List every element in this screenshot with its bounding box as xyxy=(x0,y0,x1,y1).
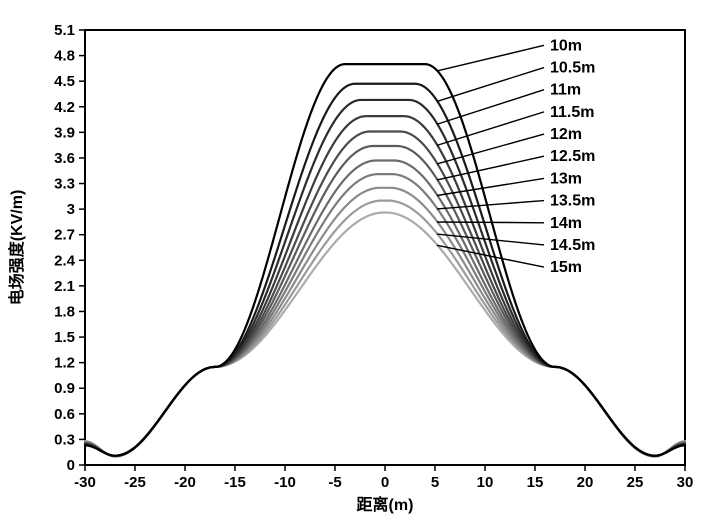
series-line xyxy=(85,132,685,456)
y-tick-label: 0.6 xyxy=(54,406,75,423)
legend-label: 10.5m xyxy=(550,60,595,77)
x-axis-label: 距离(m) xyxy=(357,495,414,514)
x-tick-label: 5 xyxy=(431,474,439,491)
y-tick-label: 1.5 xyxy=(54,329,75,346)
y-tick-label: 3.6 xyxy=(54,150,75,167)
legend-label: 15m xyxy=(550,259,582,276)
y-axis-label: 电场强度(KV/m) xyxy=(7,190,26,306)
series-line xyxy=(85,188,685,457)
y-tick-label: 3.3 xyxy=(54,176,75,193)
y-tick-label: 0 xyxy=(67,457,75,474)
legend-label: 11.5m xyxy=(550,104,594,121)
y-tick-label: 3.9 xyxy=(54,124,75,141)
line-chart: -30 -25 -20 -15 -10 -5 0 5 10 15 20 25 30 0 0.3 0.6 0.9 1… xyxy=(0,0,719,528)
y-tick-label: 4.5 xyxy=(54,73,75,90)
legend-label: 13.5m xyxy=(550,193,595,210)
x-tick-label: -15 xyxy=(224,474,246,491)
y-tick-label: 0.3 xyxy=(54,431,75,448)
y-tick-label: 2.4 xyxy=(54,252,76,269)
legend-leader xyxy=(437,222,544,223)
legend-label: 13m xyxy=(550,170,582,187)
y-tick-label: 1.2 xyxy=(54,355,75,372)
series-line xyxy=(85,116,685,456)
x-tick-label: -30 xyxy=(74,474,96,491)
x-tick-label: -10 xyxy=(274,474,296,491)
y-tick-label: 1.8 xyxy=(54,303,75,320)
x-tick-label: 20 xyxy=(577,474,594,491)
legend-label: 14.5m xyxy=(550,237,595,254)
x-tick-label: 25 xyxy=(627,474,644,491)
y-tick-label: 3 xyxy=(67,201,75,218)
legend-label: 10m xyxy=(550,37,582,54)
y-tick-label: 4.2 xyxy=(54,99,75,116)
legend-leader xyxy=(437,68,544,102)
legend-label: 11m xyxy=(550,82,581,99)
legend-leader xyxy=(437,112,544,146)
y-tick-label: 5.1 xyxy=(54,22,75,39)
legend-label: 14m xyxy=(550,215,582,232)
chart-container: -30 -25 -20 -15 -10 -5 0 5 10 15 20 25 30 0 0.3 0.6 0.9 1… xyxy=(0,0,719,528)
y-tick-label: 0.9 xyxy=(54,380,75,397)
series-line xyxy=(85,84,685,456)
x-tick-label: -25 xyxy=(124,474,146,491)
x-tick-label: 30 xyxy=(677,474,694,491)
y-tick-label: 2.1 xyxy=(54,278,75,295)
y-tick-label: 4.8 xyxy=(54,48,75,65)
x-tick-label: 15 xyxy=(527,474,544,491)
legend-leader xyxy=(437,178,544,195)
x-tick-label: 10 xyxy=(477,474,494,491)
legend-label: 12m xyxy=(550,126,582,143)
legend-leader xyxy=(437,90,544,125)
x-tick-label: -20 xyxy=(174,474,196,491)
legend-label: 12.5m xyxy=(550,148,595,165)
series-line xyxy=(85,174,685,456)
y-tick-label: 2.7 xyxy=(54,227,75,244)
series-line xyxy=(85,64,685,456)
x-tick-label: -5 xyxy=(328,474,341,491)
legend-leader xyxy=(437,201,544,209)
legend-leader xyxy=(437,45,544,71)
x-tick-label: 0 xyxy=(381,474,389,491)
